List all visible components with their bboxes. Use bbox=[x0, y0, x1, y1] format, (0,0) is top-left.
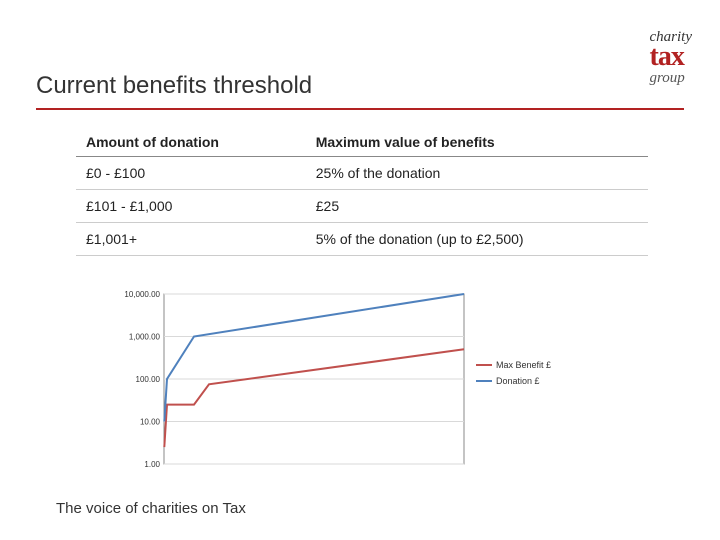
logo-line-group: group bbox=[650, 71, 693, 85]
title-rule bbox=[36, 108, 684, 110]
svg-text:1.00: 1.00 bbox=[144, 460, 160, 469]
benefits-table: Amount of donation Maximum value of bene… bbox=[76, 128, 648, 256]
tagline: The voice of charities on Tax bbox=[56, 500, 246, 517]
table-header-row: Amount of donation Maximum value of bene… bbox=[76, 128, 648, 157]
table-row: £0 - £100 25% of the donation bbox=[76, 157, 648, 190]
cell-amount: £0 - £100 bbox=[76, 157, 306, 190]
svg-text:Max Benefit £: Max Benefit £ bbox=[496, 360, 551, 370]
col-header-amount: Amount of donation bbox=[76, 128, 306, 157]
logo-line-tax: tax bbox=[650, 44, 693, 71]
svg-text:100.00: 100.00 bbox=[136, 375, 161, 384]
cell-benefit: £25 bbox=[306, 190, 648, 223]
svg-text:Donation £: Donation £ bbox=[496, 376, 540, 386]
cell-amount: £1,001+ bbox=[76, 223, 306, 256]
cell-amount: £101 - £1,000 bbox=[76, 190, 306, 223]
svg-text:1,000.00: 1,000.00 bbox=[129, 333, 161, 342]
svg-text:10,000.00: 10,000.00 bbox=[124, 290, 160, 299]
brand-logo: charity tax group bbox=[650, 30, 693, 85]
table-row: £101 - £1,000 £25 bbox=[76, 190, 648, 223]
col-header-max-value: Maximum value of benefits bbox=[306, 128, 648, 157]
svg-text:10.00: 10.00 bbox=[140, 418, 161, 427]
chart-svg: 1.00 10.00 100.00 1,000.00 10,000.00 Max Bene… bbox=[108, 288, 568, 476]
cell-benefit: 5% of the donation (up to £2,500) bbox=[306, 223, 648, 256]
cell-benefit: 25% of the donation bbox=[306, 157, 648, 190]
benefits-chart: 1.00 10.00 100.00 1,000.00 10,000.00 Max Bene… bbox=[108, 288, 568, 476]
page-title: Current benefits threshold bbox=[36, 72, 312, 100]
table-row: £1,001+ 5% of the donation (up to £2,500… bbox=[76, 223, 648, 256]
